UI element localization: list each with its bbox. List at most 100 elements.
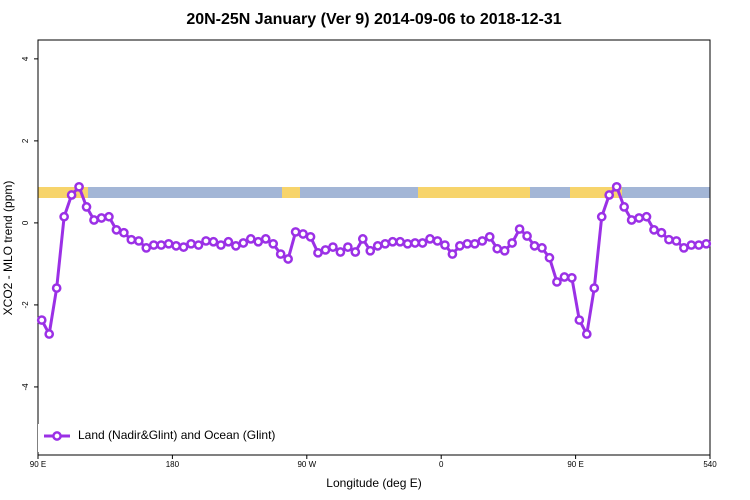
data-point	[163, 238, 174, 249]
data-point	[133, 236, 144, 246]
data-point	[59, 211, 69, 222]
data-point	[604, 190, 615, 200]
data-point	[447, 249, 458, 259]
land-ocean-strip	[38, 187, 710, 198]
legend-box	[38, 424, 288, 452]
data-point	[402, 238, 413, 249]
data-point	[238, 238, 249, 248]
data-point	[313, 247, 323, 258]
chart-title: 20N-25N January (Ver 9) 2014-09-06 to 20…	[186, 11, 561, 28]
data-point	[335, 247, 346, 257]
data-point	[380, 238, 391, 249]
x-tick-label: 90 W	[297, 460, 316, 469]
data-point	[111, 225, 122, 235]
x-axis-label: Longitude (deg E)	[326, 476, 421, 490]
data-point	[619, 202, 629, 212]
data-point	[529, 241, 540, 251]
data-point	[320, 245, 331, 255]
data-point	[223, 236, 234, 247]
data-point	[626, 215, 637, 225]
data-point	[372, 241, 383, 251]
x-tick-label: 0	[439, 460, 444, 469]
data-point	[574, 315, 585, 325]
x-tick-label: 90 E	[567, 460, 583, 469]
data-point	[417, 238, 428, 248]
data-point	[544, 252, 555, 263]
data-point	[245, 234, 256, 244]
data-point	[126, 234, 137, 245]
data-point	[484, 231, 495, 242]
data-point	[522, 231, 532, 241]
data-point	[701, 238, 712, 249]
data-point	[104, 211, 114, 222]
data-point	[253, 236, 264, 247]
data-point	[156, 240, 167, 250]
x-tick-label: 540	[703, 460, 717, 469]
data-point	[328, 242, 338, 252]
x-tick-label: 180	[166, 460, 180, 469]
data-point	[432, 236, 443, 246]
data-point	[283, 254, 293, 264]
y-tick-label: 4	[21, 56, 30, 61]
data-point	[671, 236, 682, 246]
data-point	[44, 329, 55, 339]
data-point	[552, 277, 562, 287]
data-point	[216, 240, 226, 250]
data-point	[581, 329, 592, 339]
data-point	[395, 236, 405, 247]
y-tick-label: -4	[21, 383, 30, 391]
data-point	[357, 234, 368, 244]
data-point	[477, 236, 488, 246]
data-point	[641, 211, 652, 222]
data-point	[589, 283, 600, 293]
data-point	[74, 181, 84, 192]
data-point	[634, 213, 644, 223]
data-point	[171, 241, 181, 251]
data-point	[649, 225, 659, 235]
data-point	[275, 249, 286, 259]
data-point	[469, 238, 480, 249]
data-point	[596, 211, 607, 222]
data-point	[36, 315, 47, 325]
data-point	[507, 238, 517, 248]
data-point	[89, 215, 99, 225]
data-point	[410, 238, 420, 248]
data-point	[656, 227, 667, 238]
data-point	[440, 240, 450, 250]
x-tick-label: 90 E	[30, 460, 46, 469]
data-point	[208, 236, 219, 247]
data-point	[201, 236, 211, 246]
data-point	[679, 243, 689, 253]
data-point	[462, 238, 473, 249]
data-point	[96, 213, 107, 223]
data-point	[298, 229, 308, 239]
data-point	[186, 238, 196, 249]
data-point	[514, 224, 525, 234]
data-point	[305, 231, 316, 242]
data-point	[66, 190, 77, 200]
data-point	[178, 242, 189, 252]
data-point	[559, 272, 570, 282]
data-point	[567, 272, 577, 283]
y-tick-label: 0	[21, 220, 30, 225]
data-point	[260, 234, 271, 244]
series-line	[40, 183, 707, 339]
plot-frame	[37, 39, 711, 456]
data-point	[51, 283, 62, 293]
y-tick-label: -2	[21, 301, 30, 309]
data-point	[425, 234, 435, 244]
data-point	[343, 242, 353, 252]
data-point	[231, 241, 241, 251]
data-point	[492, 243, 503, 254]
data-point	[499, 245, 510, 256]
y-tick-label: 2	[21, 138, 30, 143]
y-axis-label: XCO2 - MLO trend (ppm)	[1, 181, 15, 316]
data-point	[387, 236, 398, 247]
data-point	[611, 181, 622, 192]
data-point	[81, 202, 92, 212]
data-point	[365, 245, 376, 256]
data-point	[119, 227, 129, 238]
data-point	[537, 243, 547, 253]
data-point	[290, 227, 301, 237]
